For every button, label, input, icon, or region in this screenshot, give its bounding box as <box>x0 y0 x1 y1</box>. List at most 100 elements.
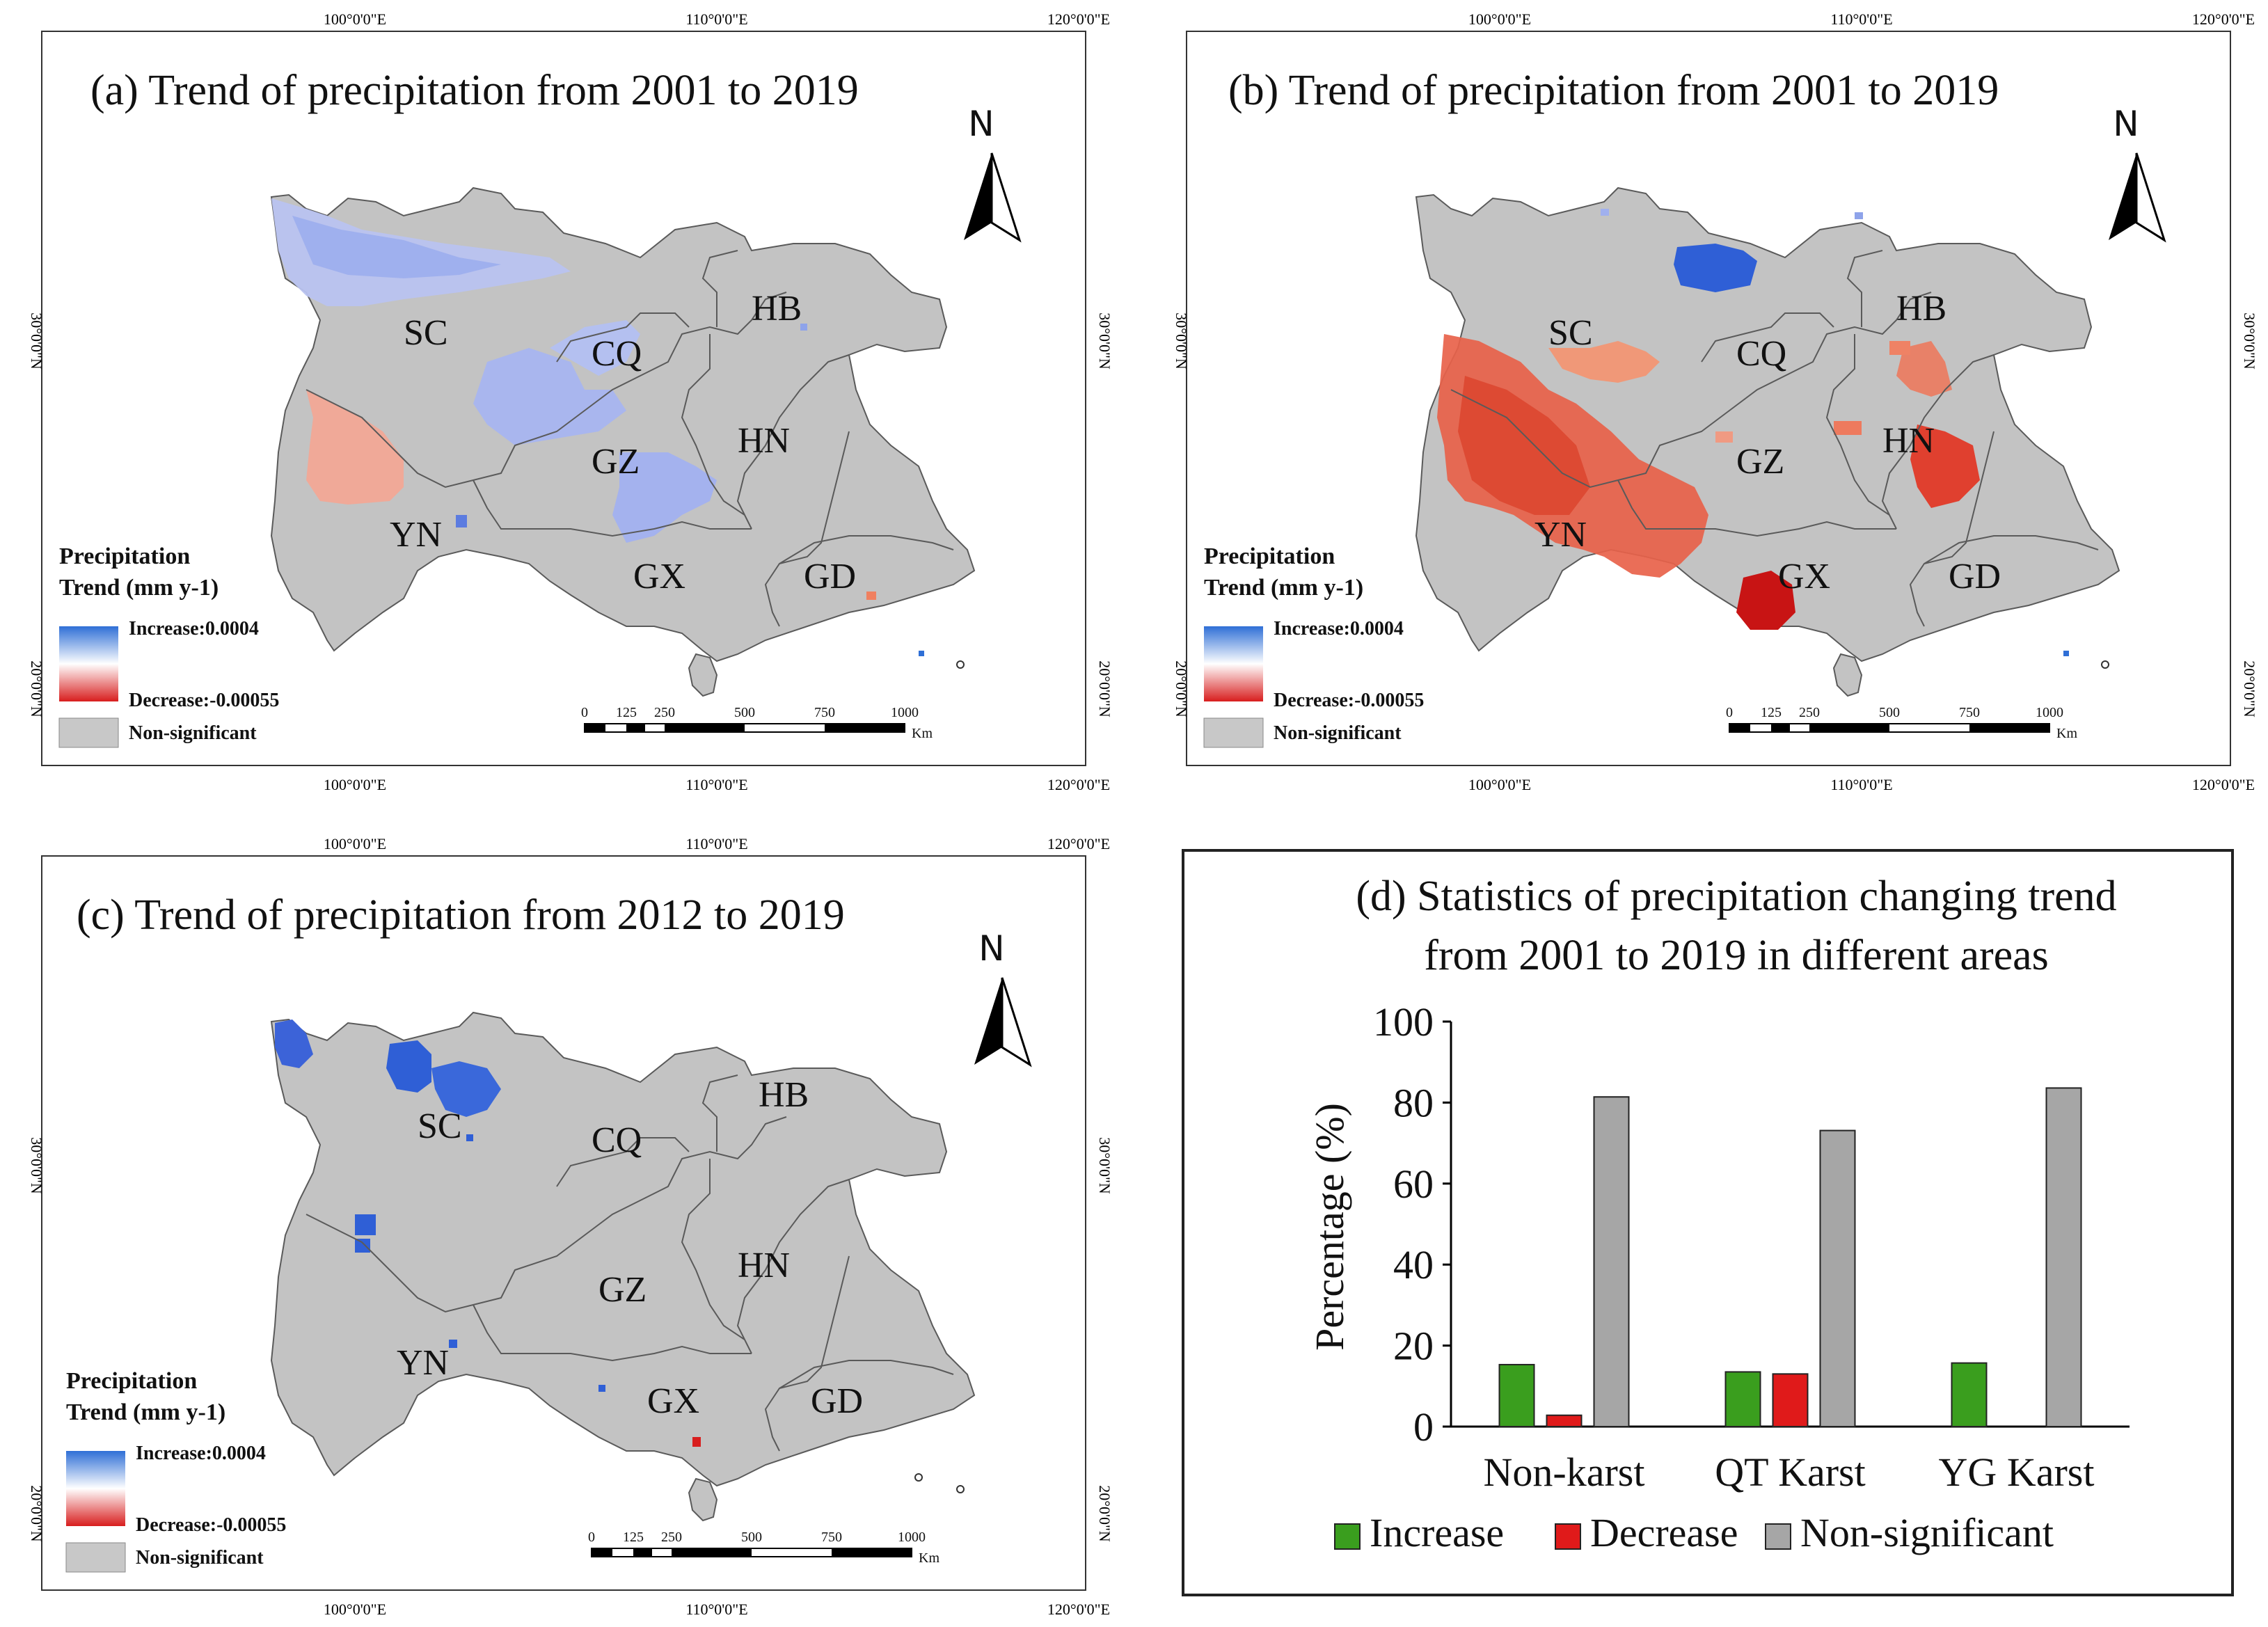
panel-a: 100°0'0"E 110°0'0"E 120°0'0"E 100°0'0"E … <box>28 10 1113 793</box>
y-tick-label: 0 <box>1413 1404 1434 1450</box>
chart-bars <box>1498 1087 2082 1428</box>
svg-text:SC: SC <box>1548 313 1593 353</box>
svg-text:100°0'0"E: 100°0'0"E <box>1468 10 1531 28</box>
svg-text:Non-significant: Non-significant <box>1274 722 1402 744</box>
north-arrow: N <box>974 928 1032 1068</box>
panel-b-province-labels: SC CQ HB GZ HN YN GX GD <box>1535 289 2001 596</box>
legend-swatch <box>1334 1523 1361 1550</box>
svg-text:20°0'0"N: 20°0'0"N <box>2241 660 2258 717</box>
lon-bottom-110: 110°0'0"E <box>685 776 747 793</box>
svg-text:250: 250 <box>1799 705 1820 720</box>
legend-label: Decrease <box>1590 1510 1738 1555</box>
svg-text:125: 125 <box>623 1530 644 1545</box>
bar-non-significant-non-karst <box>1593 1096 1630 1427</box>
svg-text:125: 125 <box>1761 705 1782 720</box>
legend-gradient <box>59 626 118 701</box>
panel-a-title: (a) Trend of precipitation from 2001 to … <box>90 67 859 114</box>
panel-b-coords: 100°0'0"E 110°0'0"E 120°0'0"E 100°0'0"E … <box>1173 10 2258 793</box>
lat-right-30: 30°0'0"N <box>1096 312 1113 370</box>
svg-text:YN: YN <box>397 1343 449 1383</box>
svg-text:Increase:0.0004: Increase:0.0004 <box>136 1443 266 1464</box>
panel-c-legend: Precipitation Trend (mm y-1) Increase:0.… <box>65 1368 286 1573</box>
svg-text:1000: 1000 <box>898 1530 926 1545</box>
svg-text:1000: 1000 <box>2036 705 2063 720</box>
panel-b-scalebar: 0 125 250 500 750 1000 Km <box>1726 705 2077 741</box>
svg-text:Km: Km <box>2056 726 2077 741</box>
svg-text:Decrease:-0.00055: Decrease:-0.00055 <box>129 690 279 711</box>
bar-increase-yg-karst <box>1951 1362 1988 1427</box>
svg-text:110°0'0"E: 110°0'0"E <box>685 835 747 852</box>
lat-left-30: 30°0'0"N <box>28 312 45 370</box>
province-label-hb: HB <box>752 289 802 328</box>
svg-text:HN: HN <box>738 1246 790 1285</box>
svg-text:N: N <box>2113 104 2139 144</box>
bar-non-significant-yg-karst <box>2045 1087 2082 1427</box>
lat-left-20: 20°0'0"N <box>28 660 45 717</box>
trend-decrease-pixels <box>692 1437 701 1447</box>
trend-increase-pixels <box>275 1019 605 1392</box>
lon-top-120: 120°0'0"E <box>1047 10 1110 28</box>
svg-text:N: N <box>978 928 1004 969</box>
chart-title-line2: from 2001 to 2019 in different areas <box>1424 932 2049 979</box>
svg-text:HB: HB <box>1896 289 1946 328</box>
svg-text:30°0'0"N: 30°0'0"N <box>1173 312 1190 370</box>
svg-text:Decrease:-0.00055: Decrease:-0.00055 <box>136 1514 286 1536</box>
lat-right-20: 20°0'0"N <box>1096 660 1113 717</box>
panel-c: 100°0'0"E 110°0'0"E 120°0'0"E 100°0'0"E … <box>28 835 1113 1618</box>
chart-title-line1: (d) Statistics of precipitation changing… <box>1356 873 2116 920</box>
svg-text:110°0'0"E: 110°0'0"E <box>1830 776 1892 793</box>
svg-text:SC: SC <box>418 1106 462 1146</box>
svg-text:Precipitation: Precipitation <box>59 543 190 569</box>
x-tick-label: QT Karst <box>1715 1450 1865 1495</box>
panel-b-map <box>1415 187 2120 697</box>
svg-text:GX: GX <box>647 1381 699 1421</box>
province-label-yn: YN <box>390 515 442 555</box>
bar-non-significant-qt-karst <box>1819 1129 1856 1427</box>
svg-text:Trend (mm y-1): Trend (mm y-1) <box>59 575 219 601</box>
svg-text:30°0'0"N: 30°0'0"N <box>28 1137 45 1194</box>
svg-text:500: 500 <box>741 1530 762 1545</box>
bar-increase-qt-karst <box>1724 1371 1761 1428</box>
y-tick-label: 100 <box>1373 999 1434 1045</box>
svg-text:500: 500 <box>734 705 755 720</box>
panel-a-coords: 100°0'0"E 110°0'0"E 120°0'0"E 100°0'0"E … <box>28 10 1113 793</box>
svg-text:120°0'0"E: 120°0'0"E <box>2192 10 2255 28</box>
svg-text:120°0'0"E: 120°0'0"E <box>2192 776 2255 793</box>
legend-swatch <box>1555 1523 1581 1550</box>
svg-text:20°0'0"N: 20°0'0"N <box>1173 660 1190 717</box>
province-label-gx: GX <box>633 557 685 596</box>
legend-label: Non-significant <box>1800 1510 2054 1555</box>
panel-a-map <box>271 187 975 697</box>
svg-text:Precipitation: Precipitation <box>66 1368 197 1394</box>
chart-ylabel: Percentage (%) <box>1307 1103 1352 1351</box>
svg-text:0: 0 <box>588 1530 595 1545</box>
province-label-gz: GZ <box>592 442 640 482</box>
svg-text:750: 750 <box>1959 705 1980 720</box>
lon-bottom-120: 120°0'0"E <box>1047 776 1110 793</box>
province-label-cq: CQ <box>592 334 642 374</box>
svg-text:GX: GX <box>1778 557 1830 596</box>
chart-legend: Increase Decrease Non-significant <box>1334 1510 2054 1555</box>
svg-text:110°0'0"E: 110°0'0"E <box>685 1601 747 1618</box>
svg-text:250: 250 <box>661 1530 682 1545</box>
svg-text:750: 750 <box>821 1530 842 1545</box>
svg-text:GD: GD <box>1949 557 2001 596</box>
svg-text:Non-significant: Non-significant <box>129 722 257 744</box>
svg-text:CQ: CQ <box>1736 334 1786 374</box>
trend-decrease-pixels <box>306 390 876 600</box>
svg-text:Km: Km <box>919 1550 939 1566</box>
svg-text:750: 750 <box>814 705 835 720</box>
svg-text:Increase:0.0004: Increase:0.0004 <box>129 618 259 640</box>
panel-b-title: (b) Trend of precipitation from 2001 to … <box>1228 67 1999 114</box>
province-label-gd: GD <box>804 557 856 596</box>
province-label-sc: SC <box>404 313 448 353</box>
trend-increase-pixels <box>271 198 807 543</box>
panel-c-title: (c) Trend of precipitation from 2012 to … <box>77 891 845 939</box>
panel-c-province-labels: SC CQ HB GZ HN YN GX GD <box>397 1075 863 1421</box>
trend-increase-pixels <box>1601 209 1863 292</box>
north-arrow: N <box>964 104 1022 243</box>
svg-text:HN: HN <box>1882 421 1935 461</box>
x-tick-label: YG Karst <box>1939 1450 2095 1495</box>
panel-b: 100°0'0"E 110°0'0"E 120°0'0"E 100°0'0"E … <box>1173 10 2258 793</box>
svg-text:N: N <box>968 104 994 144</box>
